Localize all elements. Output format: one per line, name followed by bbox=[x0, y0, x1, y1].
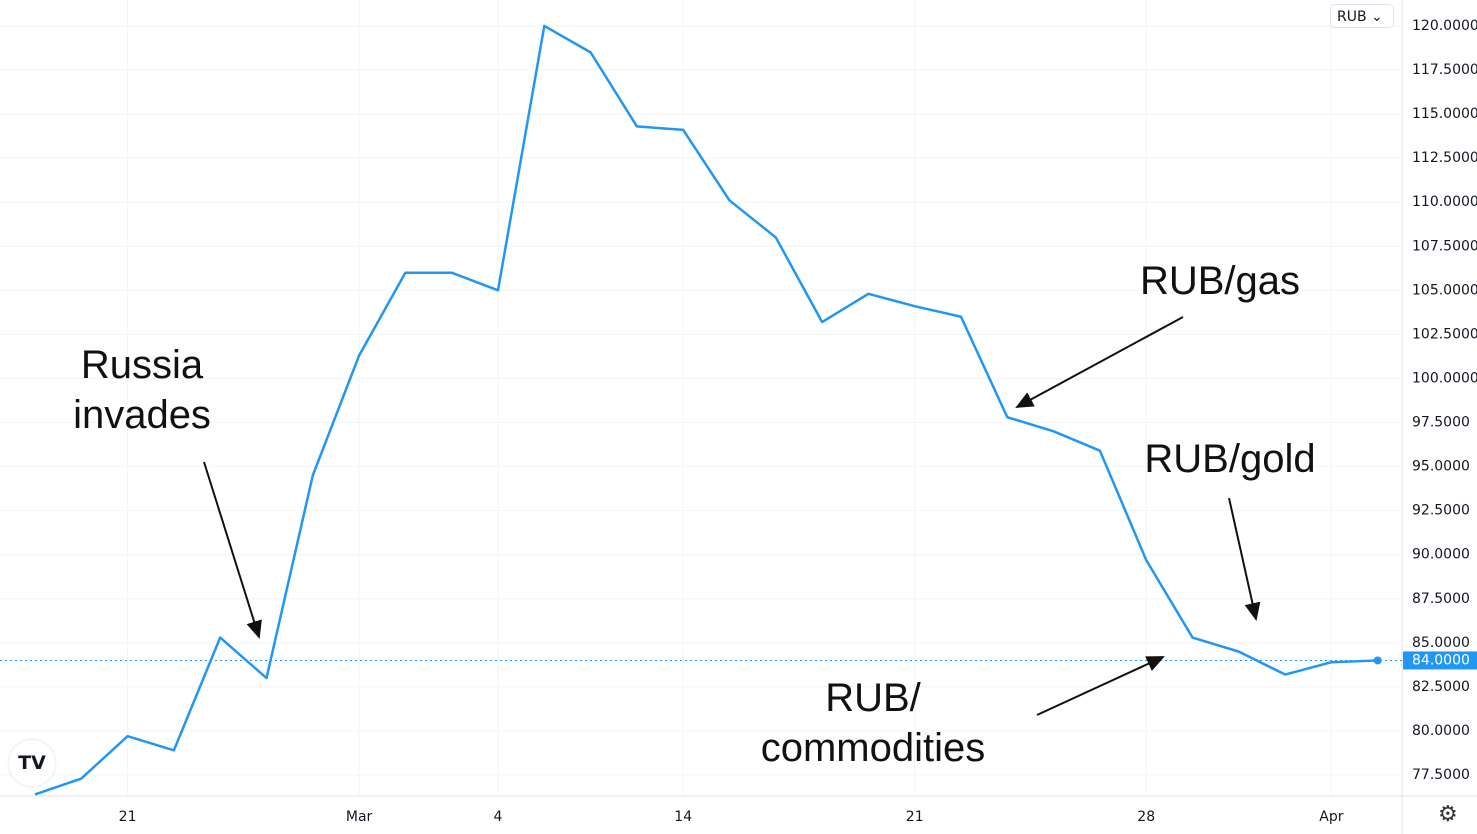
series-layer bbox=[0, 24, 1402, 796]
y-tick-label: 100.0000 bbox=[1412, 370, 1477, 386]
annotation-text: RUB/gas bbox=[1139, 259, 1301, 303]
series-line bbox=[34, 24, 1378, 796]
tradingview-logo[interactable]: TV bbox=[9, 740, 55, 786]
x-tick-label: 14 bbox=[674, 809, 692, 825]
y-tick-label: 82.5000 bbox=[1412, 679, 1470, 695]
annotation-text: commodities bbox=[760, 726, 986, 770]
current-price-text: 84.0000 bbox=[1412, 652, 1470, 668]
currency-label: RUB bbox=[1337, 9, 1367, 25]
y-tick-label: 112.5000 bbox=[1412, 150, 1477, 166]
y-tick-label: 77.5000 bbox=[1412, 767, 1470, 783]
y-tick-label: 107.5000 bbox=[1412, 238, 1477, 254]
annotation-arrows bbox=[203, 316, 1261, 716]
annotation-text: RUB/ bbox=[825, 676, 921, 720]
x-tick-label: 21 bbox=[119, 809, 137, 825]
y-tick-label: 95.0000 bbox=[1412, 459, 1470, 475]
y-tick-label: 80.0000 bbox=[1412, 723, 1470, 739]
currency-dropdown[interactable]: RUB ⌄ bbox=[1330, 4, 1394, 28]
y-tick-label: 115.0000 bbox=[1412, 106, 1477, 122]
annotation-russia-invades: Russia invades bbox=[52, 340, 232, 440]
y-tick-label: 90.0000 bbox=[1412, 547, 1470, 563]
y-tick-label: 110.0000 bbox=[1412, 194, 1477, 210]
annotation-rub-gas: RUB/gas bbox=[1110, 256, 1330, 306]
y-tick-label: 92.5000 bbox=[1412, 503, 1470, 519]
annotation-text: Russia bbox=[80, 343, 204, 387]
y-tick-label: 102.5000 bbox=[1412, 326, 1477, 342]
y-tick-label: 85.0000 bbox=[1412, 635, 1470, 651]
x-tick-label: Apr bbox=[1319, 809, 1343, 825]
y-tick-label: 87.5000 bbox=[1412, 591, 1470, 607]
chevron-down-icon: ⌄ bbox=[1371, 9, 1383, 25]
last-point-marker bbox=[1373, 656, 1382, 665]
annotation-arrow bbox=[203, 461, 262, 639]
y-tick-label: 120.0000 bbox=[1412, 18, 1477, 34]
x-tick-label: Mar bbox=[346, 809, 373, 825]
annotation-rub-gold: RUB/gold bbox=[1120, 434, 1340, 484]
annotation-text: RUB/gold bbox=[1144, 437, 1316, 481]
current-price-badge bbox=[1403, 651, 1477, 670]
x-tick-label: 21 bbox=[906, 809, 924, 825]
y-tick-label: 117.5000 bbox=[1412, 62, 1477, 78]
annotation-arrow bbox=[1228, 497, 1261, 621]
time-axis[interactable]: 21 Mar 4 14 21 28 Apr bbox=[119, 809, 1344, 825]
annotation-rub-commodities: RUB/ commodities bbox=[743, 673, 1003, 773]
current-price-label: 84.0000 bbox=[1403, 651, 1477, 670]
annotation-arrow bbox=[1036, 656, 1165, 716]
x-tick-label: 28 bbox=[1137, 809, 1155, 825]
price-axis[interactable]: 120.0000 117.5000 115.0000 112.5000 110.0000… bbox=[1412, 18, 1477, 783]
annotation-text: invades bbox=[73, 393, 211, 437]
gear-icon[interactable]: ⚙ bbox=[1438, 802, 1458, 827]
y-tick-label: 105.0000 bbox=[1412, 282, 1477, 298]
y-tick-label: 97.5000 bbox=[1412, 415, 1470, 431]
x-tick-label: 4 bbox=[494, 809, 503, 825]
annotation-arrow bbox=[1015, 316, 1184, 408]
